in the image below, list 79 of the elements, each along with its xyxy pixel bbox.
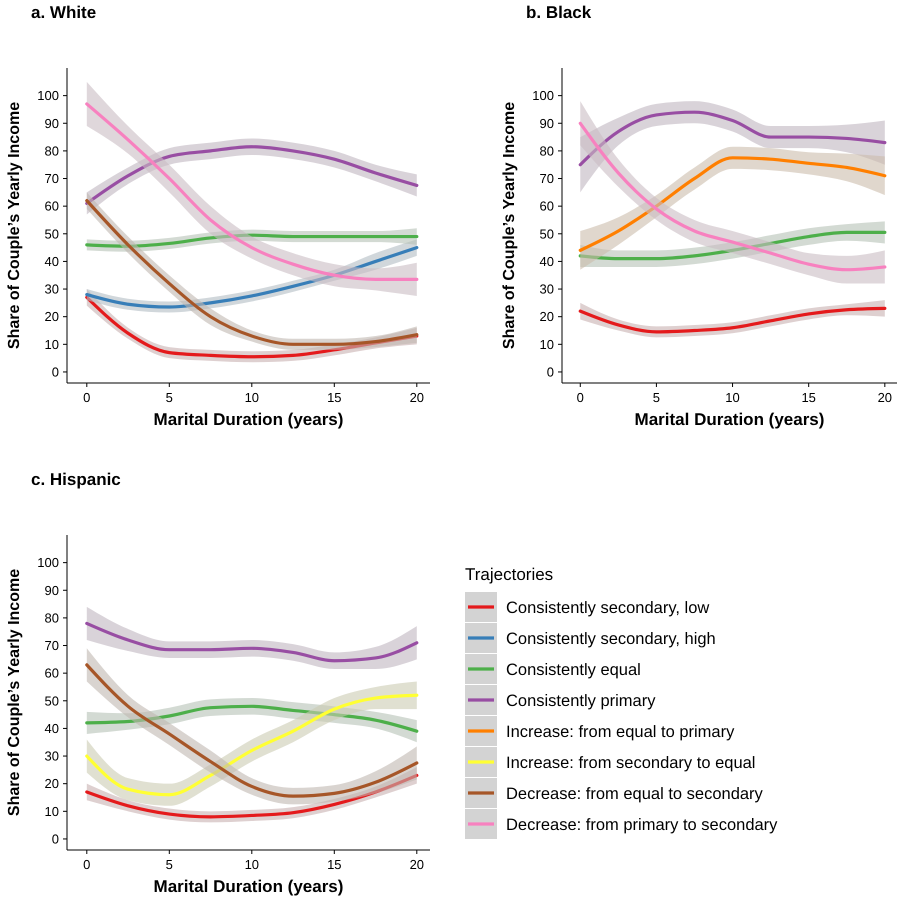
line-series — [85, 694, 418, 796]
y-tick-label: 40 — [44, 254, 59, 269]
x-tick-label: 5 — [166, 857, 173, 872]
x-tick-label: 5 — [166, 390, 173, 405]
line-series — [578, 230, 886, 260]
y-tick-label: 40 — [540, 254, 554, 269]
x-tick-label: 5 — [652, 390, 660, 405]
x-tick-label: 0 — [83, 390, 90, 405]
y-tick-label: 100 — [37, 88, 59, 104]
legend-label: Consistently secondary, low — [506, 598, 710, 617]
y-tick-label: 80 — [44, 143, 59, 158]
y-tick-label: 70 — [540, 171, 554, 186]
line-series — [85, 704, 418, 733]
y-tick-label: 90 — [540, 116, 554, 131]
x-axis-title: Marital Duration (years) — [154, 877, 344, 896]
line-series — [85, 246, 418, 309]
x-tick-label: 10 — [244, 857, 260, 872]
legend-label: Increase: from secondary to equal — [506, 754, 756, 772]
y-tick-label: 50 — [44, 226, 59, 242]
y-tick-label: 20 — [540, 309, 554, 324]
x-tick-label: 0 — [83, 857, 90, 872]
y-tick-label: 40 — [44, 720, 59, 736]
y-tick-label: 90 — [44, 582, 59, 598]
line-series — [85, 774, 418, 818]
y-tick-label: 10 — [540, 336, 554, 352]
line-series — [85, 102, 418, 281]
x-tick-label: 15 — [801, 390, 816, 405]
line-series — [578, 110, 886, 166]
y-axis-title: Share of Couple’s Yearly Income — [501, 102, 518, 350]
x-tick-label: 20 — [410, 857, 424, 872]
y-tick-label: 100 — [532, 88, 554, 104]
line-series — [85, 622, 418, 662]
x-tick-label: 10 — [244, 390, 260, 405]
x-tick-label: 10 — [725, 390, 740, 405]
y-tick-label: 30 — [540, 282, 554, 297]
x-axis-title: Marital Duration (years) — [154, 410, 344, 429]
y-axis-title: Share of Couple’s Yearly Income — [6, 568, 23, 816]
line-series — [578, 306, 886, 334]
x-tick-label: 0 — [576, 390, 584, 405]
y-axis-title: Share of Couple’s Yearly Income — [6, 102, 23, 350]
y-tick-label: 20 — [44, 309, 59, 324]
y-tick-label: 0 — [52, 364, 59, 380]
y-tick-label: 50 — [44, 693, 59, 708]
y-tick-label: 50 — [540, 226, 554, 242]
chart-title: b. Black — [526, 3, 592, 22]
y-tick-label: 80 — [44, 610, 59, 626]
x-tick-label: 15 — [327, 857, 342, 872]
legend-label: Decrease: from equal to secondary — [506, 784, 764, 803]
y-tick-label: 30 — [44, 282, 59, 297]
legend-title: Trajectories — [465, 565, 554, 584]
line-series — [578, 122, 886, 272]
legend-label: Decrease: from primary to secondary — [506, 816, 778, 834]
y-tick-label: 0 — [546, 364, 554, 380]
legend-label: Consistently primary — [506, 692, 656, 710]
line-series — [85, 234, 418, 248]
y-tick-label: 10 — [44, 804, 59, 819]
y-tick-label: 80 — [540, 143, 554, 158]
y-tick-label: 90 — [44, 116, 59, 131]
x-axis-title: Marital Duration (years) — [634, 410, 824, 429]
x-tick-label: 20 — [410, 390, 424, 405]
line-series — [578, 156, 886, 252]
legend-label: Increase: from equal to primary — [506, 722, 736, 741]
y-tick-label: 20 — [44, 776, 59, 792]
chart-title: c. Hispanic — [31, 470, 121, 489]
legend-label: Consistently secondary, high — [506, 630, 716, 648]
y-tick-label: 70 — [44, 171, 59, 186]
chart-title: a. White — [31, 3, 96, 22]
legend-label: Consistently equal — [506, 660, 641, 679]
y-tick-label: 100 — [37, 555, 59, 570]
line-series — [85, 145, 418, 205]
x-tick-label: 15 — [327, 390, 342, 405]
y-tick-label: 60 — [540, 198, 554, 214]
y-tick-label: 30 — [44, 748, 59, 764]
y-tick-label: 0 — [52, 831, 59, 846]
y-tick-label: 10 — [44, 336, 59, 352]
y-tick-label: 60 — [44, 666, 59, 681]
y-tick-label: 60 — [44, 198, 59, 214]
y-tick-label: 70 — [44, 638, 59, 654]
x-tick-label: 20 — [878, 390, 892, 405]
